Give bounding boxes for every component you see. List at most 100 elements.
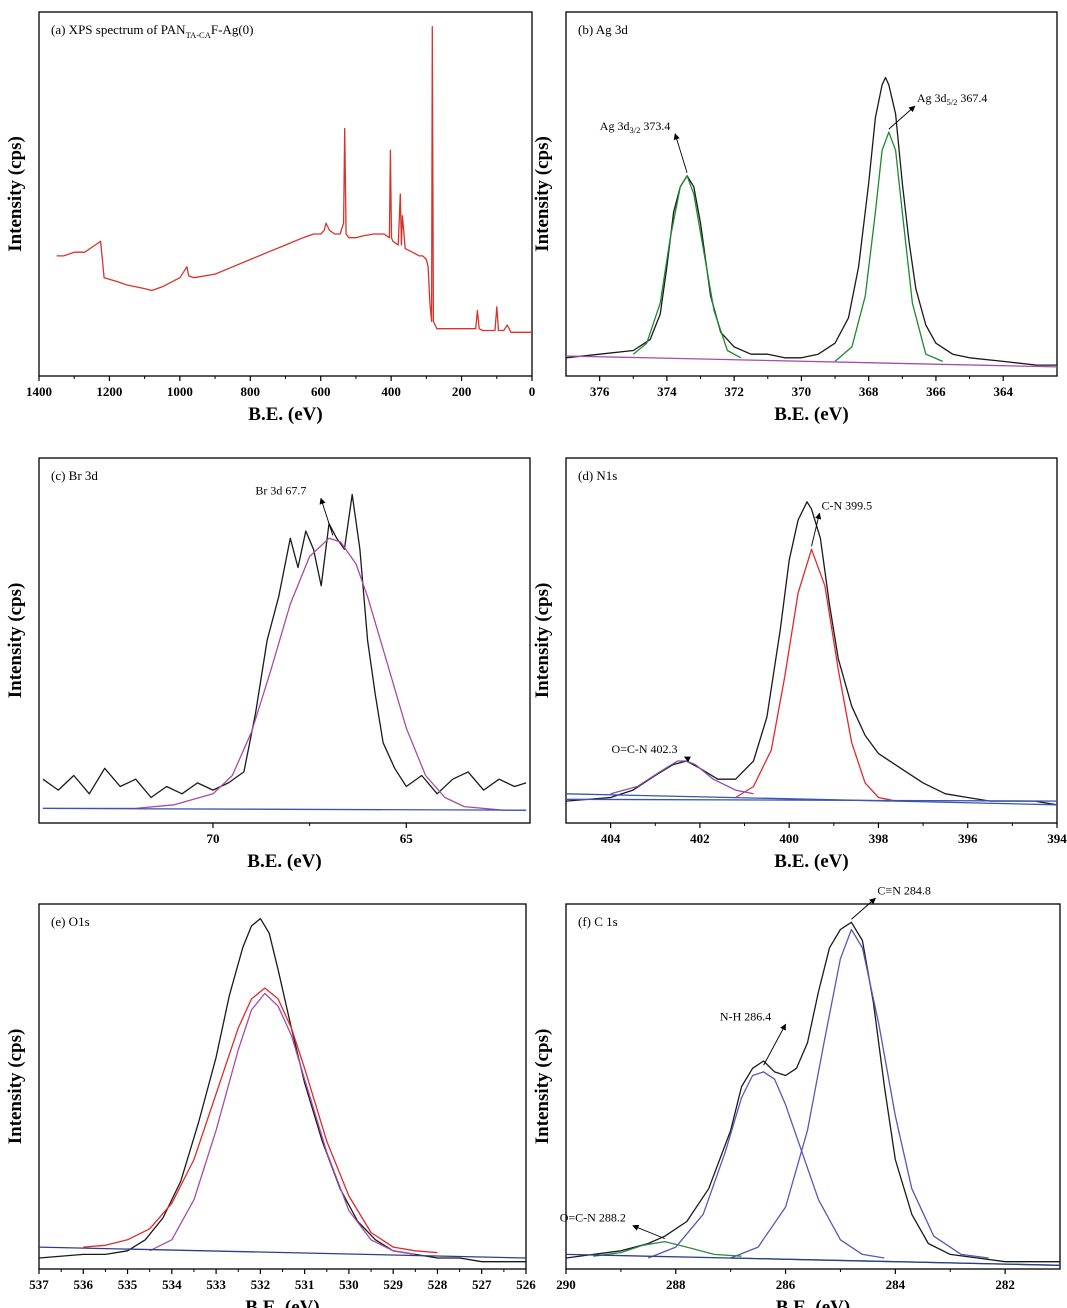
plot-frame bbox=[38, 903, 527, 1270]
series-line-2 bbox=[149, 992, 416, 1256]
annotation-arrow bbox=[851, 897, 876, 920]
x-tick-label: 400 bbox=[381, 384, 401, 399]
peak-annotation: C≡N 284.8 bbox=[877, 883, 930, 897]
y-axis-label: Intensity (cps) bbox=[5, 136, 26, 252]
series-line-5 bbox=[566, 1253, 1060, 1266]
annotation-arrow bbox=[319, 497, 334, 536]
x-tick-label: 376 bbox=[590, 384, 610, 399]
series-line-1 bbox=[83, 987, 438, 1254]
series-line-1 bbox=[648, 1071, 885, 1259]
plot-frame bbox=[38, 11, 533, 377]
panel-f: 290 288 286 284 282 B.E. (eV) Intensity (cps) (… bbox=[532, 883, 1061, 1308]
x-tick-label: 531 bbox=[295, 1277, 315, 1292]
panel-title: (c) Br 3d bbox=[51, 468, 98, 483]
x-tick-label: 1200 bbox=[96, 384, 122, 399]
panel-d: 404 402 400 398 396 394 B.E. (eV) Intensity (cp… bbox=[532, 457, 1067, 872]
series-line-2 bbox=[610, 760, 754, 795]
x-tick-label: 70 bbox=[206, 831, 219, 846]
x-tick-label: 394 bbox=[1047, 831, 1067, 846]
series-line-2 bbox=[42, 807, 527, 811]
x-tick-label: 282 bbox=[995, 1277, 1015, 1292]
series-line-3 bbox=[39, 1246, 526, 1259]
y-axis-label: Intensity (cps) bbox=[532, 136, 553, 252]
series-line-3 bbox=[566, 355, 1057, 368]
x-tick-label: 1000 bbox=[167, 384, 193, 399]
peak-annotation: N-H 286.4 bbox=[720, 1009, 771, 1023]
plot-frame bbox=[565, 457, 1058, 824]
x-tick-label: 0 bbox=[529, 384, 536, 399]
peak-annotation: Ag 3d5/2 367.4 bbox=[917, 91, 988, 107]
x-tick-label: 800 bbox=[241, 384, 261, 399]
x-tick-label: 529 bbox=[383, 1277, 403, 1292]
x-tick-label: 286 bbox=[776, 1277, 796, 1292]
x-tick-label: 600 bbox=[311, 384, 331, 399]
x-tick-label: 1400 bbox=[26, 384, 52, 399]
series-line-2 bbox=[730, 928, 989, 1259]
panel-title: (a) XPS spectrum of PANTA-CAF-Ag(0) bbox=[51, 22, 253, 40]
series-line-4 bbox=[566, 798, 1057, 802]
x-tick-label: 526 bbox=[516, 1277, 536, 1292]
series-line-2 bbox=[834, 131, 943, 362]
x-tick-label: 290 bbox=[556, 1277, 576, 1292]
x-axis-label: B.E. (eV) bbox=[248, 404, 322, 425]
x-tick-label: 536 bbox=[74, 1277, 94, 1292]
x-tick-label: 366 bbox=[926, 384, 946, 399]
x-tick-label: 374 bbox=[657, 384, 677, 399]
x-tick-label: 537 bbox=[29, 1277, 49, 1292]
peak-annotation: O=C-N 402.3 bbox=[611, 742, 677, 756]
series-line-1 bbox=[632, 175, 742, 359]
y-axis-label: Intensity (cps) bbox=[532, 1029, 553, 1145]
panel-e: 537 536 535 534 533 532 531 530 529 528 527 526 B.E.… bbox=[5, 903, 536, 1308]
x-tick-label: 284 bbox=[886, 1277, 906, 1292]
series-line-3 bbox=[593, 1240, 742, 1257]
series-line-1 bbox=[42, 537, 527, 811]
x-axis-label: B.E. (eV) bbox=[776, 1297, 850, 1308]
series-line-0 bbox=[56, 25, 532, 333]
x-tick-label: 532 bbox=[251, 1277, 271, 1292]
x-tick-label: 534 bbox=[162, 1277, 182, 1292]
annotation-arrow bbox=[683, 756, 691, 763]
x-tick-label: 402 bbox=[690, 831, 710, 846]
series-line-3 bbox=[566, 793, 1057, 806]
annotation-arrow bbox=[763, 1023, 786, 1066]
peak-annotation: Br 3d 67.7 bbox=[255, 483, 306, 497]
x-tick-label: 535 bbox=[118, 1277, 138, 1292]
x-axis-label: B.E. (eV) bbox=[245, 1297, 319, 1308]
panel-title: (e) O1s bbox=[51, 914, 90, 929]
x-tick-label: 527 bbox=[472, 1277, 492, 1292]
series-line-0 bbox=[566, 921, 1060, 1263]
series-line-0 bbox=[39, 917, 526, 1263]
x-tick-label: 368 bbox=[859, 384, 879, 399]
x-tick-label: 372 bbox=[724, 384, 744, 399]
x-tick-label: 530 bbox=[339, 1277, 359, 1292]
annotation-arrow bbox=[632, 1224, 665, 1240]
panel-b: 376 374 372 370 368 366 364 B.E. (eV) Intensity … bbox=[532, 11, 1058, 425]
panel-title: (d) N1s bbox=[578, 468, 617, 483]
panel-title: (b) Ag 3d bbox=[578, 22, 628, 37]
x-tick-label: 370 bbox=[792, 384, 812, 399]
panel-title: (f) C 1s bbox=[578, 914, 618, 929]
x-tick-label: 65 bbox=[400, 831, 414, 846]
x-tick-label: 396 bbox=[958, 831, 978, 846]
x-tick-label: 533 bbox=[206, 1277, 226, 1292]
series-line-0 bbox=[566, 76, 1057, 366]
x-tick-label: 528 bbox=[428, 1277, 448, 1292]
plot-frame bbox=[38, 457, 531, 824]
x-tick-label: 200 bbox=[452, 384, 472, 399]
y-axis-label: Intensity (cps) bbox=[5, 583, 26, 699]
x-axis-label: B.E. (eV) bbox=[774, 404, 848, 425]
plot-frame bbox=[565, 903, 1061, 1270]
peak-annotation: Ag 3d3/2 373.4 bbox=[600, 119, 671, 135]
y-axis-label: Intensity (cps) bbox=[5, 1029, 26, 1145]
x-axis-label: B.E. (eV) bbox=[774, 851, 848, 872]
annotation-arrow bbox=[888, 105, 916, 130]
series-line-1 bbox=[735, 548, 897, 802]
y-axis-label: Intensity (cps) bbox=[532, 583, 553, 699]
panel-a: 1400 1200 1000 800 600 400 200 0 B.E. (eV) Intens… bbox=[5, 11, 536, 425]
peak-annotation: O=C-N 288.2 bbox=[560, 1211, 626, 1225]
annotation-arrow bbox=[673, 133, 688, 173]
peak-annotation: C-N 399.5 bbox=[822, 498, 873, 512]
series-line-0 bbox=[42, 493, 527, 799]
annotation-arrow bbox=[811, 512, 822, 547]
